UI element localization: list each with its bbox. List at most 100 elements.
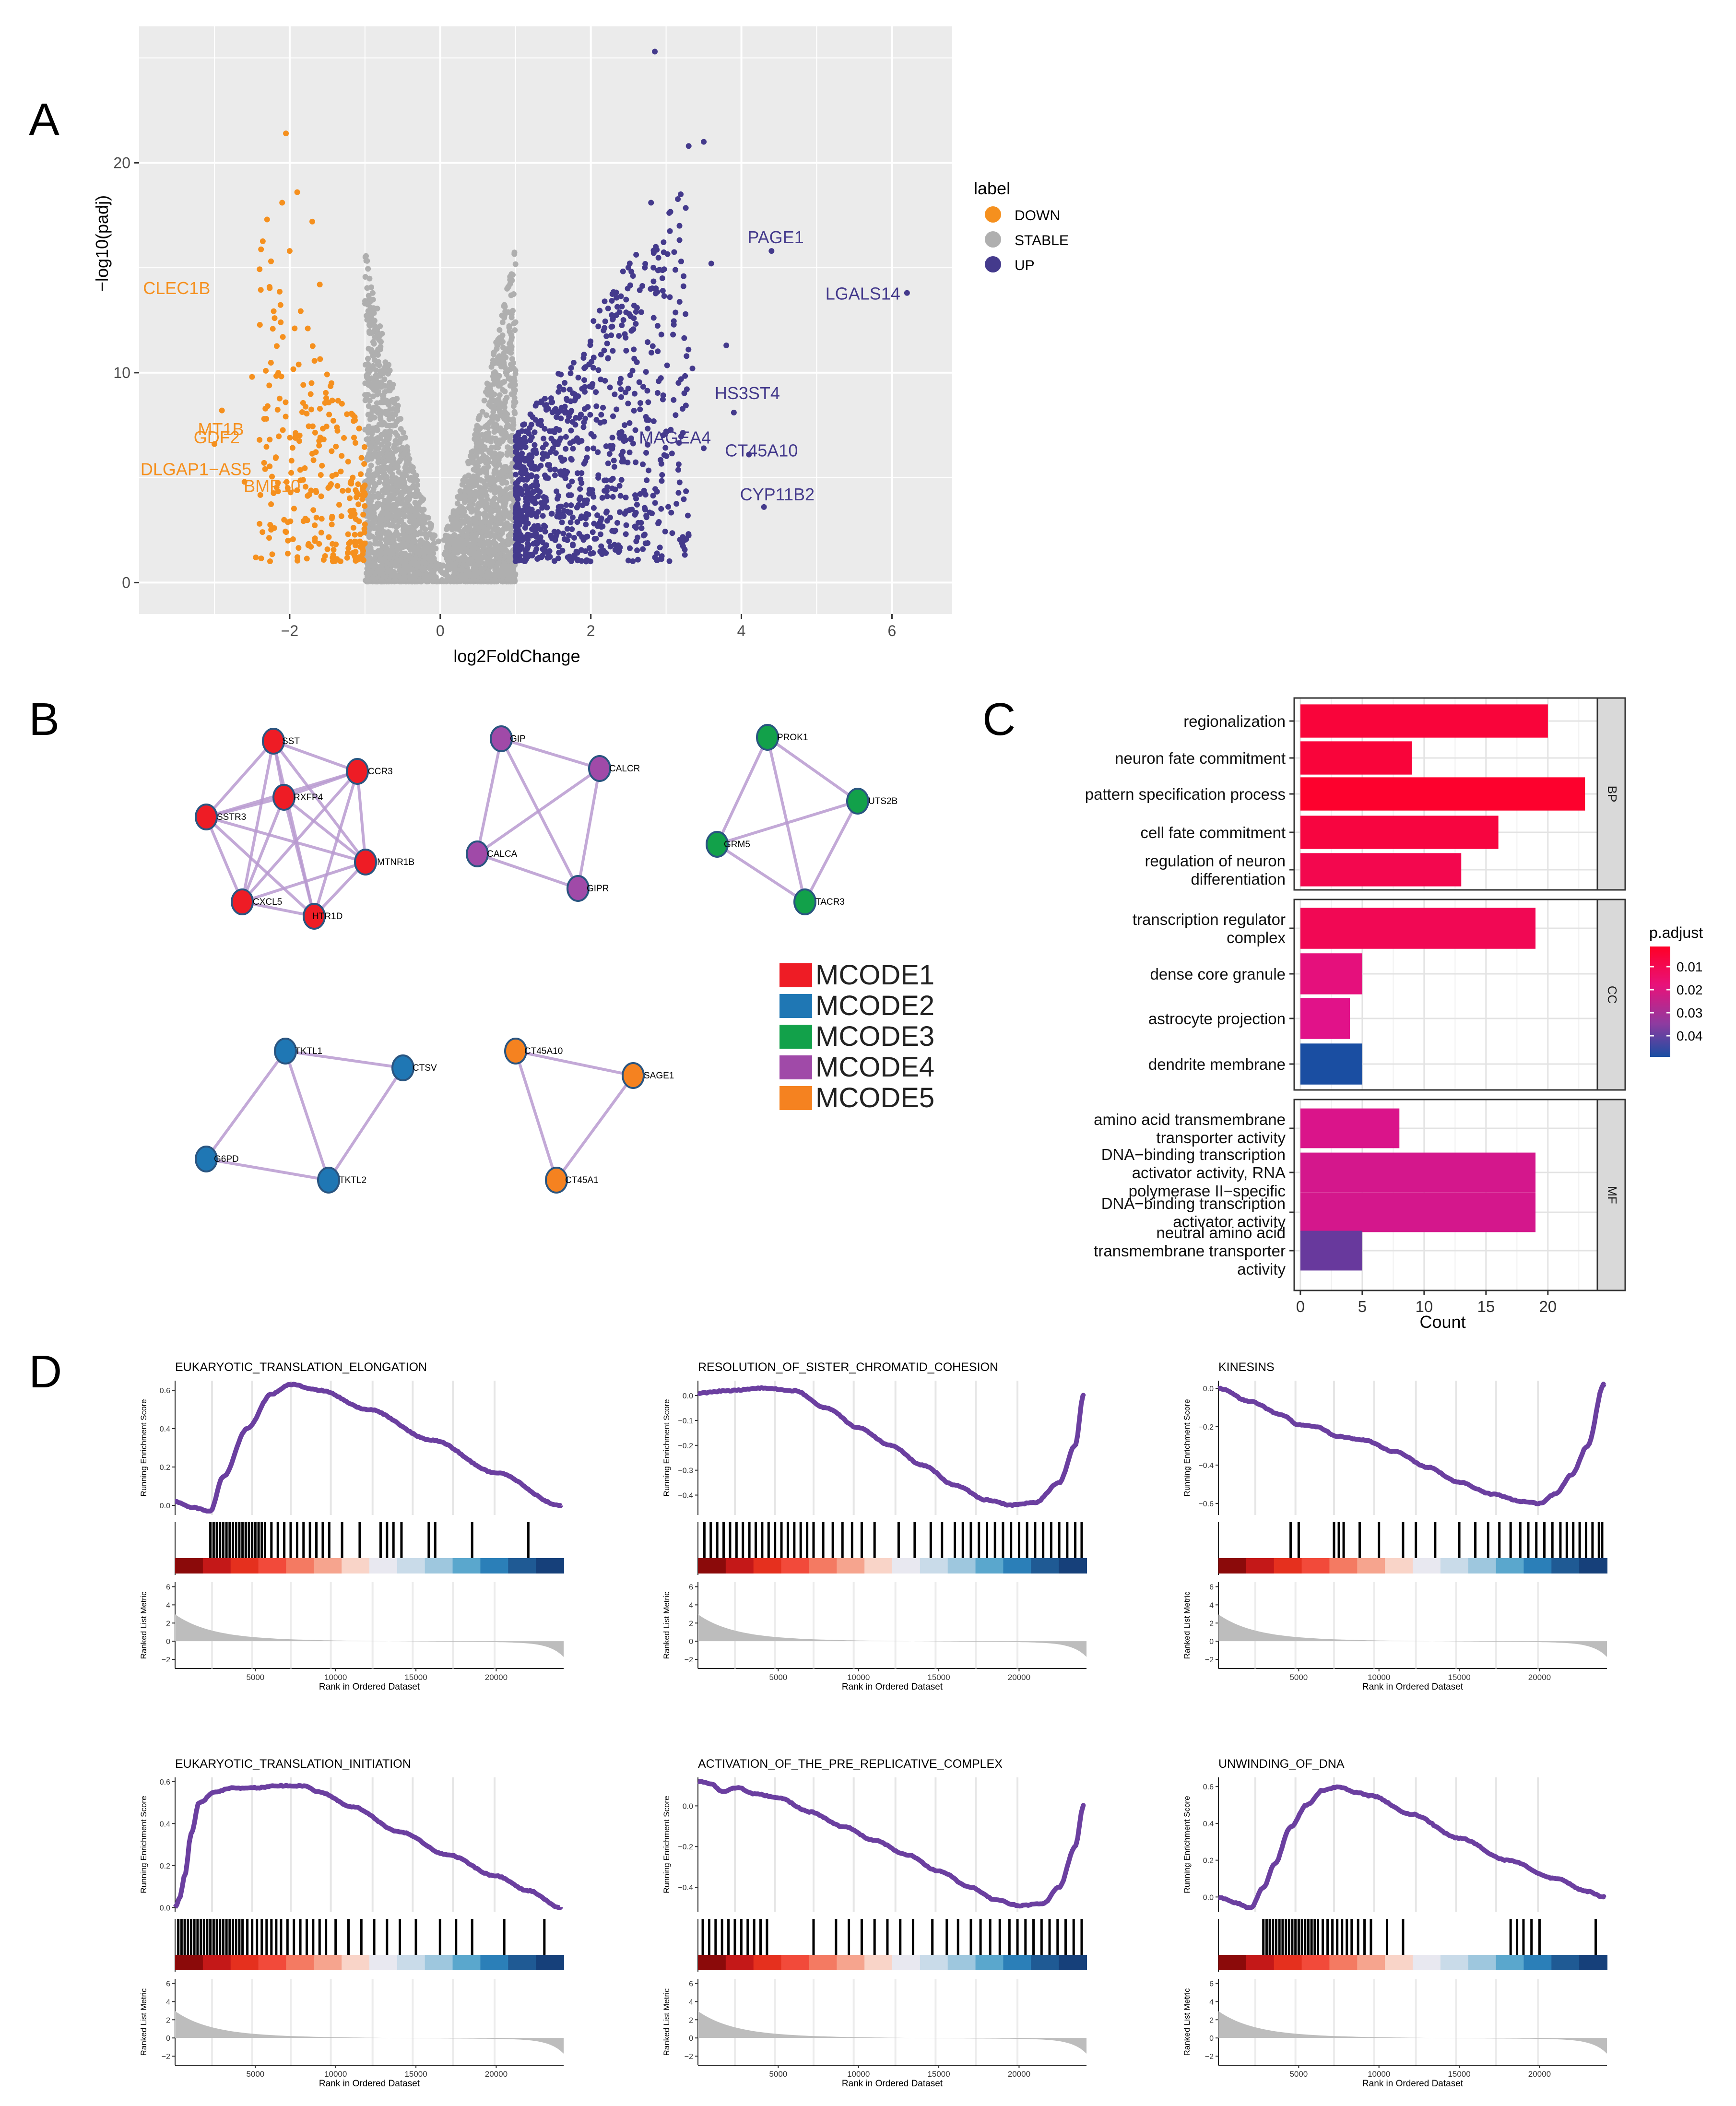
point-up (552, 472, 558, 478)
point-up (519, 428, 525, 434)
point-stable (461, 509, 467, 515)
point-stable (481, 498, 487, 505)
point-stable (384, 514, 390, 521)
gsea-metric-ylabel: Ranked List Metric (662, 1988, 671, 2056)
point-down (266, 535, 272, 541)
gsea-metric-ylabel: Ranked List Metric (1182, 1988, 1192, 2056)
point-stable (476, 553, 483, 559)
point-up (676, 479, 683, 485)
point-stable (452, 526, 459, 532)
point-up (652, 500, 658, 506)
gsea-xtick-label: 15000 (404, 1673, 427, 1682)
point-up (657, 544, 663, 551)
point-up (639, 283, 646, 289)
point-up (602, 487, 608, 494)
point-stable (402, 576, 408, 582)
point-up (612, 486, 618, 493)
point-up (542, 549, 548, 555)
gsea-rank-colorband (1357, 1558, 1386, 1574)
point-up (546, 428, 553, 434)
point-stable (396, 469, 402, 475)
go-term-label: regionalization (1183, 712, 1286, 730)
point-up (561, 508, 567, 514)
point-stable (508, 292, 514, 298)
point-up (529, 434, 535, 440)
point-down (305, 493, 311, 499)
point-up (584, 454, 590, 461)
point-stable (421, 547, 427, 554)
point-stable (398, 493, 404, 499)
point-up (581, 406, 588, 412)
point-down (261, 416, 267, 422)
point-down (347, 495, 353, 501)
point-stable (430, 546, 436, 553)
point-stable (503, 430, 509, 436)
gene-label: DLGAP1−AS5 (141, 460, 251, 479)
point-up (675, 461, 682, 467)
point-down (306, 423, 312, 429)
point-stable (497, 496, 504, 502)
point-stable (476, 414, 482, 421)
point-up (579, 470, 585, 476)
point-stable (503, 410, 509, 416)
go-xtick-label: 0 (1296, 1298, 1305, 1315)
point-up (631, 346, 637, 353)
point-stable (364, 391, 370, 398)
point-up (579, 480, 585, 486)
point-up (590, 355, 597, 361)
point-down (312, 429, 318, 436)
gsea-metric-ytick-label: 0 (689, 2035, 693, 2043)
point-stable (501, 379, 508, 385)
point-up (552, 429, 558, 436)
point-stable (378, 416, 384, 422)
point-stable (394, 573, 400, 579)
point-up (581, 377, 587, 383)
gsea-rank-colorband (258, 1955, 287, 1970)
point-stable (382, 537, 389, 543)
point-up (582, 548, 589, 554)
point-up (668, 426, 674, 433)
point-up (655, 348, 661, 355)
point-down (275, 370, 282, 376)
gene-label: BMP10 (244, 476, 300, 496)
point-stable (378, 343, 384, 350)
gsea-rank-colorband (753, 1955, 782, 1970)
point-up (633, 309, 639, 315)
point-up (517, 454, 523, 460)
gsea-metric-ytick-label: 0 (166, 2035, 170, 2043)
point-stable (451, 561, 457, 568)
point-down (292, 325, 298, 331)
point-up (567, 440, 573, 446)
gsea-rank-colorband (1031, 1955, 1060, 1970)
point-stable (488, 579, 495, 585)
point-stable (489, 404, 496, 411)
point-stable (409, 525, 415, 532)
point-down (334, 483, 341, 489)
gsea-metric-ytick-label: 6 (689, 1980, 693, 1988)
point-down (318, 493, 324, 499)
point-stable (504, 450, 510, 456)
gsea-rank-colorband (397, 1955, 425, 1970)
point-stable (483, 389, 489, 395)
point-stable (482, 511, 488, 518)
point-up (563, 502, 569, 508)
point-stable (389, 454, 395, 460)
point-stable (501, 522, 508, 528)
point-stable (475, 569, 482, 576)
point-stable (466, 494, 472, 500)
point-down (268, 258, 274, 264)
point-up (610, 494, 616, 500)
point-down (316, 541, 322, 547)
gsea-title: UNWINDING_OF_DNA (1218, 1757, 1345, 1771)
point-down (345, 487, 352, 494)
point-up (640, 384, 646, 390)
gsea-metric-ytick-label: 2 (689, 1620, 693, 1628)
gsea-xlabel: Rank in Ordered Dataset (842, 2079, 943, 2089)
point-stable (390, 486, 396, 493)
point-stable (477, 539, 484, 545)
point-stable (406, 489, 413, 496)
point-up (586, 545, 592, 551)
point-up (513, 449, 519, 455)
point-stable (472, 432, 478, 438)
